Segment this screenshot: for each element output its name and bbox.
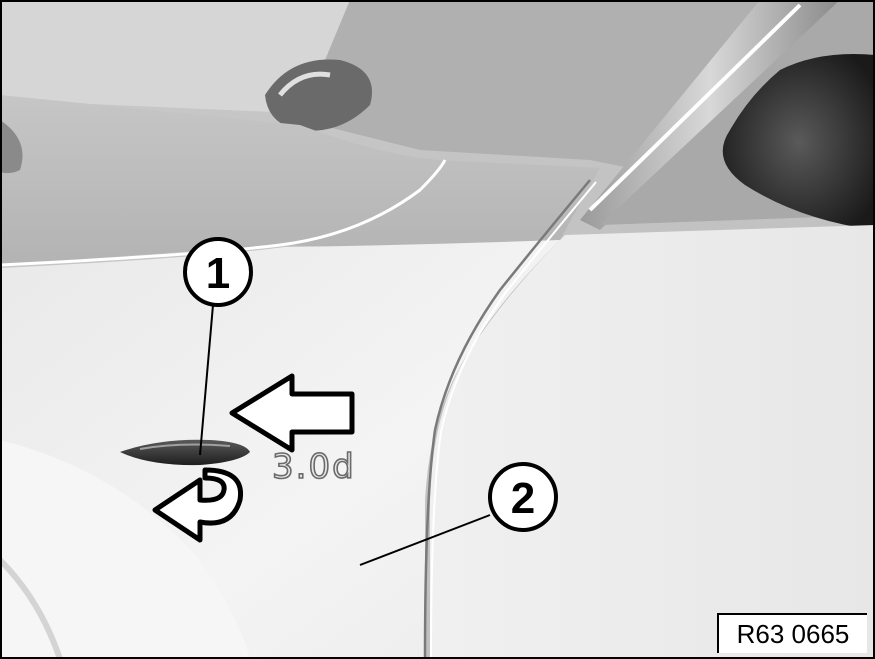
a-pillar-edge: [588, 3, 802, 212]
wheel-arch-shade: [0, 440, 250, 659]
wheel-arch-edge: [0, 557, 63, 659]
exterior-mirror: [722, 54, 875, 230]
callout-2-leader: [359, 514, 491, 566]
front-door: [430, 225, 875, 659]
a-pillar-trim: [580, 0, 840, 230]
callout-2: 2: [488, 462, 558, 532]
a-pillar: [300, 0, 820, 170]
rotate-arrow-icon: [152, 467, 244, 543]
model-badge: 3.0d: [272, 447, 356, 487]
door-shut-line-highlight: [430, 181, 597, 659]
side-indicator-highlight: [139, 443, 231, 450]
callout-2-number: 2: [511, 474, 535, 523]
callout-1: 1: [183, 237, 253, 307]
cowl-element: [265, 59, 372, 131]
figure-reference-label: R63 0665: [717, 613, 867, 653]
callout-1-leader: [199, 304, 214, 456]
cowl-highlight: [278, 71, 331, 97]
push-arrow-icon: [229, 373, 355, 453]
hood: [0, 95, 600, 265]
callout-1-number: 1: [206, 249, 230, 298]
hood-shadow-left: [0, 120, 23, 174]
hood-shut-line: [0, 159, 447, 267]
